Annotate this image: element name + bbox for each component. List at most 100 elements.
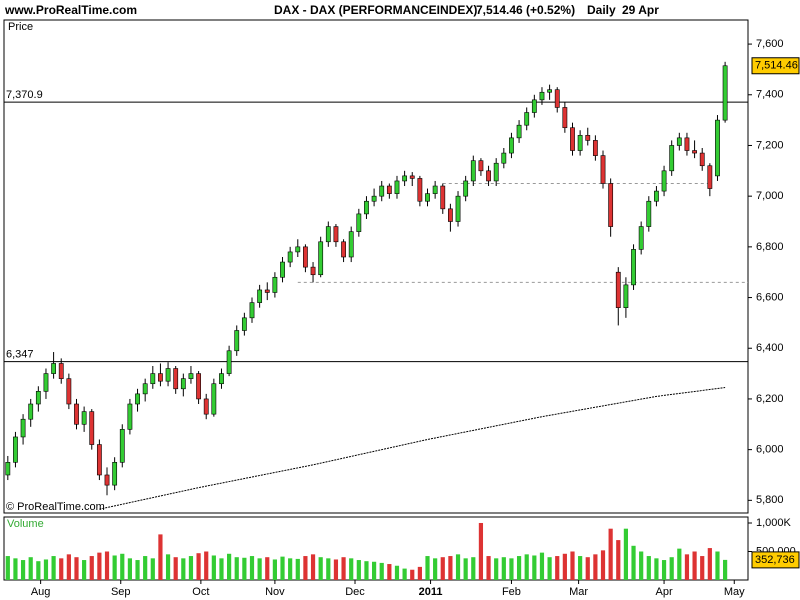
candle-body [379, 185, 385, 197]
candle-body [234, 330, 240, 352]
candle-body [74, 403, 79, 425]
volume-bar [677, 548, 682, 580]
volume-bar [486, 556, 491, 580]
candle-body [341, 241, 346, 258]
candle-body [241, 317, 247, 331]
candle-body [402, 175, 408, 182]
candle-body [13, 436, 18, 463]
candle-body [35, 391, 41, 405]
candle-body [722, 65, 728, 121]
candle-body [486, 170, 491, 182]
candle-body [89, 411, 95, 445]
candle-body [570, 127, 575, 151]
quote: 7,514.46 (+0.52%) [476, 3, 575, 17]
candle-body [493, 162, 499, 182]
candle-body [325, 226, 331, 243]
x-tick-label: Aug [31, 586, 51, 598]
volume-bar [295, 558, 300, 580]
volume-bar [341, 557, 346, 580]
candle-body [547, 89, 552, 93]
volume-bar [463, 558, 468, 580]
candle-body [478, 160, 484, 172]
candle-body [669, 145, 675, 172]
volume-bar [165, 554, 171, 580]
volume-bar [318, 557, 323, 580]
candle-body [257, 289, 263, 303]
y-tick-label: 7,000 [756, 190, 784, 202]
candle-body [600, 155, 606, 184]
volume-bar [51, 556, 56, 580]
candle-body [112, 462, 118, 486]
candle-body [394, 180, 400, 194]
level-label: 6,347 [6, 349, 34, 361]
candle-body [699, 152, 705, 167]
volume-bar [112, 555, 117, 580]
candle-body [295, 246, 301, 253]
candle-body [264, 289, 270, 293]
volume-bar [143, 556, 148, 580]
x-tick-label: Apr [655, 586, 672, 598]
volume-bar [150, 558, 155, 580]
candle-body [119, 429, 125, 463]
candle-body [196, 373, 201, 400]
volume-bar [242, 557, 247, 580]
volume-bar [234, 557, 239, 580]
volume-bar [104, 551, 110, 580]
x-tick-label: Dec [345, 586, 365, 598]
candle-body [432, 185, 438, 194]
volume-bar [196, 553, 201, 580]
level-label: 7,370.9 [6, 89, 43, 101]
candle-body [356, 213, 362, 232]
volume-bar [257, 558, 262, 580]
volume-bar [669, 557, 674, 580]
volume-bar [303, 556, 308, 580]
y-tick-label: 7,200 [756, 139, 784, 151]
last-price-box [751, 57, 800, 75]
y-tick-label: 6,400 [756, 342, 784, 354]
volume-bar [425, 556, 430, 580]
volume-bar [608, 528, 613, 580]
volume-bar [265, 557, 270, 580]
volume-bar [371, 561, 377, 580]
volume-bar [181, 558, 186, 580]
candle-body [524, 112, 530, 126]
title: DAX - DAX (PERFORMANCEINDEX) [274, 3, 477, 17]
candle-body [51, 363, 56, 374]
last-volume-box [751, 551, 800, 569]
volume-bar [700, 556, 705, 580]
candle-body [165, 368, 171, 382]
volume-bar [36, 561, 41, 580]
candle-body [455, 195, 461, 222]
period: Daily [587, 3, 616, 17]
volume-bar [127, 558, 133, 580]
volume-bar [654, 558, 659, 580]
candle-body [562, 107, 568, 129]
candle-body [531, 99, 537, 113]
volume-bar [455, 554, 461, 580]
x-tick-label: Sep [111, 586, 131, 598]
volume-label: Volume [7, 518, 44, 530]
candle-body [333, 226, 339, 243]
volume-bar [20, 560, 26, 580]
volume-bar [66, 554, 71, 580]
candle-body [127, 403, 133, 430]
volume-bar [616, 540, 621, 580]
volume-bar [204, 551, 209, 580]
volume-bar [494, 558, 499, 580]
date: 29 Apr [622, 3, 659, 17]
volume-bar [13, 558, 18, 580]
candle-body [180, 378, 186, 390]
volume-bar [394, 565, 400, 580]
candle-body [66, 378, 72, 405]
last-price-label: 7,514.46 [755, 60, 798, 72]
y-tick-label: 6,800 [756, 241, 784, 253]
volume-bar [555, 556, 560, 580]
volume-bar [310, 554, 316, 580]
volume-bar [349, 558, 354, 580]
candle-body [104, 474, 110, 486]
x-tick-label: Oct [192, 586, 209, 598]
candle-body [554, 89, 560, 108]
volume-bar [364, 561, 369, 580]
volume-bar [723, 559, 728, 580]
